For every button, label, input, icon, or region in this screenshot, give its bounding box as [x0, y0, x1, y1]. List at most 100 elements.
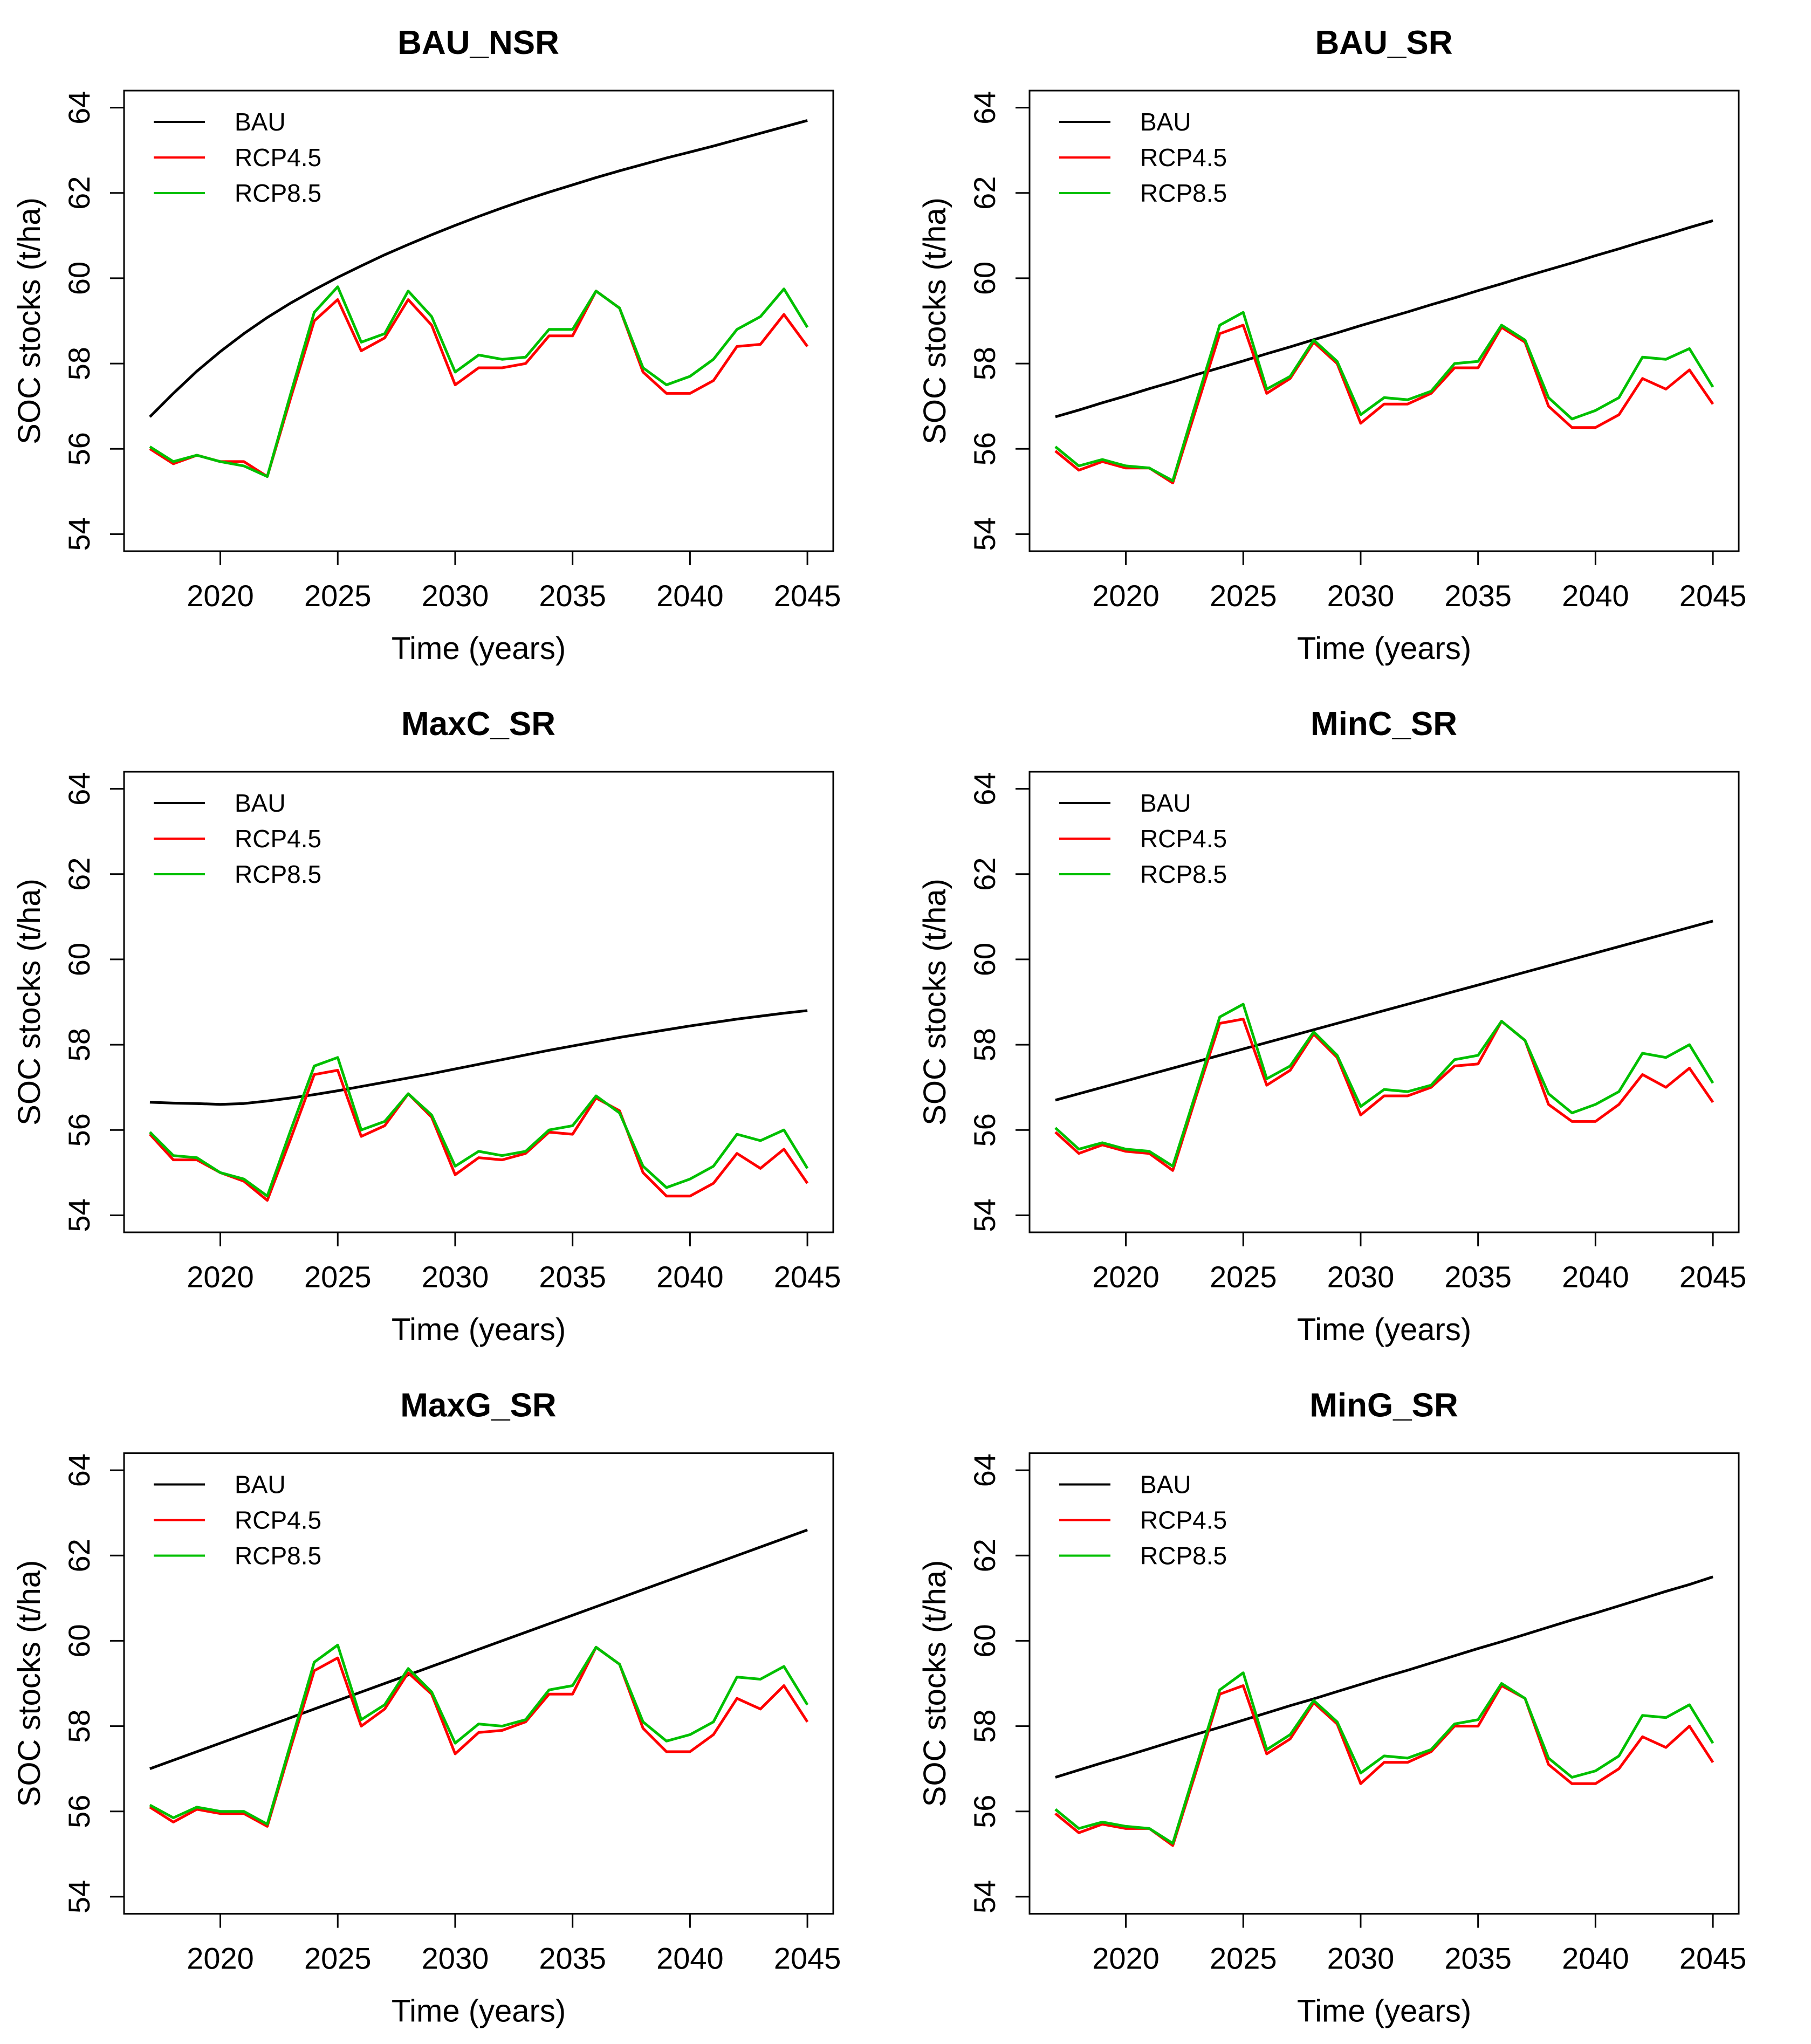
chart-panel-maxc-sr: MaxC_SR 2020 2025 2030 2035 2040 2045 54 56 58 60… — [0, 681, 906, 1362]
chart-title: MinC_SR — [1311, 705, 1457, 743]
y-tick-label: 54 — [968, 1198, 1001, 1232]
plot-box — [123, 90, 834, 552]
x-tick-label: 2035 — [539, 579, 606, 613]
legend-label: RCP8.5 — [235, 860, 321, 888]
plot-box — [123, 1452, 834, 1915]
chart-plot-minc-sr: MinC_SR 2020 2025 2030 2035 2040 2045 54 56 58 60… — [917, 705, 1747, 1347]
x-tick-label: 2035 — [1444, 579, 1512, 613]
y-tick-label: 56 — [62, 432, 96, 465]
chart-plot-maxc-sr: MaxC_SR 2020 2025 2030 2035 2040 2045 54 56 58 60… — [12, 705, 841, 1347]
x-tick-label: 2020 — [1092, 579, 1160, 613]
series-line-rcp85 — [1054, 1671, 1714, 1845]
series-line-rcp45 — [149, 290, 809, 478]
x-tick-label: 2040 — [656, 579, 724, 613]
y-tick-label: 60 — [62, 262, 96, 295]
plot-box — [1028, 90, 1740, 552]
y-tick-label: 64 — [968, 91, 1001, 124]
y-axis-title: SOC stocks (t/ha) — [917, 1560, 952, 1807]
y-tick-label: 56 — [62, 1113, 96, 1147]
series-line-rcp45 — [149, 1069, 809, 1202]
chart-title: BAU_NSR — [397, 24, 559, 61]
y-axis-title: SOC stocks (t/ha) — [12, 1560, 47, 1807]
legend-label: RCP4.5 — [1140, 1506, 1227, 1534]
y-tick-label: 60 — [968, 943, 1001, 976]
x-axis-title: Time (years) — [1297, 1312, 1471, 1347]
legend-label: RCP4.5 — [235, 825, 321, 853]
series-line-rcp85 — [149, 1643, 809, 1826]
x-tick-label: 2030 — [1327, 579, 1395, 613]
series-line-rcp45 — [1054, 1684, 1714, 1847]
x-tick-label: 2025 — [304, 1260, 372, 1294]
chart-plot-bau-sr: BAU_SR 2020 2025 2030 2035 2040 2045 54 56 58 60 6… — [917, 24, 1746, 666]
y-tick-label: 64 — [968, 1453, 1001, 1487]
y-tick-label: 62 — [62, 858, 96, 891]
x-tick-label: 2020 — [187, 579, 254, 613]
series-line-bau — [149, 1009, 808, 1106]
y-tick-label: 58 — [62, 347, 96, 380]
legend-label: BAU — [235, 108, 286, 136]
y-tick-label: 56 — [968, 432, 1001, 465]
x-tick-label: 2025 — [304, 1942, 372, 1976]
y-tick-label: 60 — [62, 943, 96, 976]
plot-box — [1028, 771, 1740, 1233]
plot-box — [123, 771, 834, 1233]
series-line-rcp85 — [149, 285, 809, 478]
x-tick-label: 2025 — [1210, 1260, 1277, 1294]
chart-title: MinG_SR — [1309, 1387, 1458, 1424]
x-axis-title: Time (years) — [1297, 1994, 1471, 2029]
y-tick-label: 60 — [968, 1624, 1001, 1657]
chart-title: MaxG_SR — [400, 1387, 556, 1424]
y-tick-label: 54 — [968, 517, 1001, 551]
x-tick-label: 2045 — [1679, 1260, 1747, 1294]
x-tick-label: 2040 — [1562, 1260, 1629, 1294]
x-tick-label: 2030 — [1327, 1942, 1395, 1976]
legend-label: RCP8.5 — [1140, 179, 1227, 207]
x-tick-label: 2045 — [774, 1942, 841, 1976]
legend-label: RCP4.5 — [1140, 825, 1227, 853]
chart-panel-bau-sr: BAU_SR 2020 2025 2030 2035 2040 2045 54 56 58 60 6… — [906, 0, 1811, 681]
series-line-bau — [1055, 1575, 1713, 1779]
x-tick-label: 2025 — [1210, 1942, 1277, 1976]
y-tick-label: 62 — [62, 176, 96, 210]
series-line-bau — [149, 119, 808, 418]
legend-label: BAU — [1140, 1471, 1191, 1499]
legend-label: BAU — [235, 1471, 286, 1499]
x-tick-label: 2030 — [422, 1260, 489, 1294]
y-tick-label: 54 — [968, 1880, 1001, 1913]
chart-title: BAU_SR — [1315, 24, 1453, 61]
legend-label: RCP8.5 — [235, 179, 321, 207]
chart-panel-minc-sr: MinC_SR 2020 2025 2030 2035 2040 2045 54 56 58 60… — [906, 681, 1811, 1362]
x-tick-label: 2020 — [1092, 1260, 1160, 1294]
x-axis-title: Time (years) — [392, 1312, 566, 1347]
y-tick-label: 60 — [62, 1624, 96, 1657]
x-tick-label: 2030 — [1327, 1260, 1395, 1294]
y-tick-label: 64 — [968, 772, 1001, 805]
y-axis-title: SOC stocks (t/ha) — [12, 197, 47, 444]
y-tick-label: 54 — [62, 1198, 96, 1232]
y-tick-label: 54 — [62, 1880, 96, 1913]
y-tick-label: 56 — [968, 1113, 1001, 1147]
series-line-bau — [1055, 219, 1713, 419]
x-axis-title: Time (years) — [392, 631, 566, 666]
y-axis-title: SOC stocks (t/ha) — [917, 197, 952, 444]
x-tick-label: 2045 — [1679, 1942, 1747, 1976]
series-line-rcp85 — [1054, 1003, 1714, 1168]
x-tick-label: 2020 — [187, 1942, 254, 1976]
x-tick-label: 2020 — [1092, 1942, 1160, 1976]
x-tick-label: 2030 — [422, 1942, 489, 1976]
chart-plot-maxg-sr: MaxG_SR 2020 2025 2030 2035 2040 2045 54 56 58 60… — [12, 1387, 841, 2029]
x-tick-label: 2040 — [1562, 1942, 1629, 1976]
chart-panel-ming-sr: MinG_SR 2020 2025 2030 2035 2040 2045 54 56 58 60… — [906, 1362, 1811, 2044]
y-tick-label: 56 — [968, 1795, 1001, 1828]
chart-panel-maxg-sr: MaxG_SR 2020 2025 2030 2035 2040 2045 54 56 58 60… — [0, 1362, 906, 2044]
y-tick-label: 62 — [968, 858, 1001, 891]
x-tick-label: 2045 — [774, 579, 841, 613]
legend-label: BAU — [235, 789, 286, 817]
x-tick-label: 2040 — [656, 1260, 724, 1294]
chart-panel-bau-nsr: BAU_NSR 2020 2025 2030 2035 2040 2045 54 56 58 60… — [0, 0, 906, 681]
legend-label: BAU — [1140, 108, 1191, 136]
y-tick-label: 64 — [62, 91, 96, 124]
x-tick-label: 2025 — [1210, 579, 1277, 613]
y-tick-label: 58 — [968, 347, 1001, 380]
